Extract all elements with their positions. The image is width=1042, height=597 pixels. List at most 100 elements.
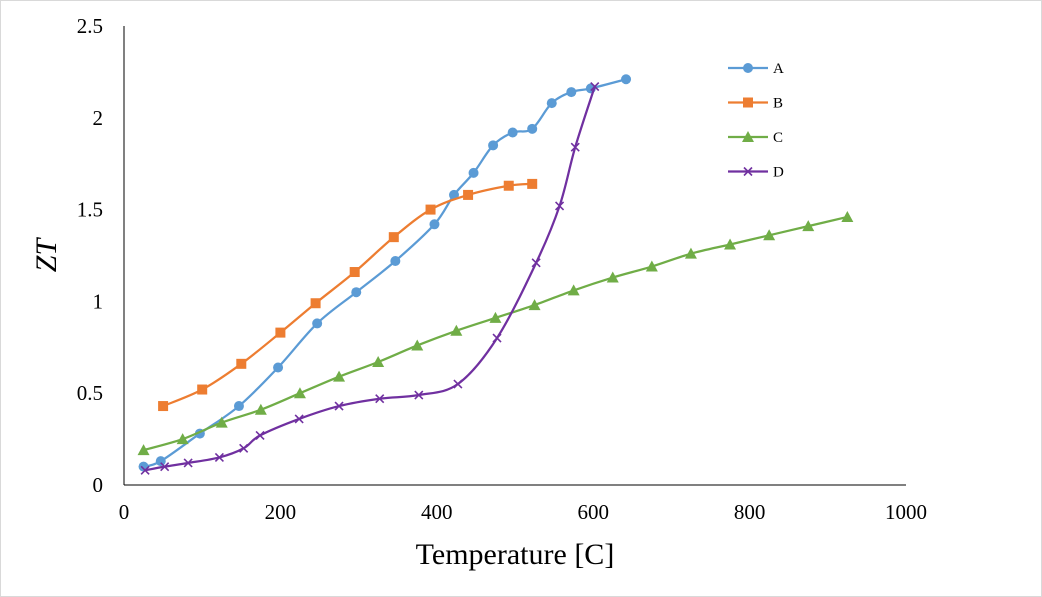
series-c-point — [645, 260, 658, 272]
series-c-point — [333, 370, 346, 382]
x-marker-stroke — [570, 142, 580, 152]
y-tick-label: 0.5 — [77, 381, 103, 405]
series-d-point — [570, 142, 580, 152]
series-b-point — [197, 384, 208, 395]
series-c-point — [763, 229, 776, 241]
series-d-point — [294, 414, 304, 424]
series-c-point — [724, 238, 737, 250]
x-marker-stroke — [590, 82, 600, 92]
series-group — [137, 74, 854, 475]
series-b-point — [463, 189, 474, 200]
x-tick-label: 1000 — [885, 500, 927, 524]
series-a-point — [488, 140, 499, 151]
legend-item-b: B — [728, 96, 783, 112]
series-c-point — [372, 355, 385, 367]
series-c-point — [293, 387, 306, 399]
series-d-point — [160, 462, 170, 472]
y-tick-label: 1 — [93, 289, 104, 313]
x-marker-stroke — [239, 443, 249, 453]
series-c-point — [567, 284, 580, 296]
series-d-point — [255, 430, 265, 440]
x-marker-stroke — [375, 394, 385, 404]
series-a-point — [546, 98, 557, 109]
x-marker-stroke — [255, 430, 265, 440]
series-a-point — [273, 362, 284, 373]
series-c-point — [176, 433, 189, 445]
series-c-point — [528, 299, 541, 311]
x-tick-label: 800 — [734, 500, 766, 524]
legend: A B C D — [728, 61, 784, 181]
legend-marker-c — [742, 131, 754, 142]
axes — [123, 26, 906, 486]
y-tick-label: 1.5 — [77, 198, 103, 222]
x-marker-stroke — [743, 166, 753, 177]
y-tick-label: 0 — [93, 473, 104, 497]
series-d — [140, 82, 600, 475]
series-d-point — [183, 458, 193, 468]
x-tick-label: 200 — [265, 500, 297, 524]
series-b — [158, 178, 538, 412]
series-d-point — [531, 258, 541, 268]
series-d-point — [239, 443, 249, 453]
series-c-point — [215, 416, 228, 428]
x-marker-stroke — [294, 414, 304, 424]
series-b-point — [349, 267, 360, 278]
series-d-point — [555, 201, 565, 211]
series-b-point — [527, 178, 538, 189]
tick-labels: 0 200 400 600 800 1000 0 0.5 1 1.5 2 2.5 — [77, 14, 927, 524]
x-marker-stroke — [531, 258, 541, 268]
series-b-point — [236, 358, 247, 369]
x-marker-stroke — [453, 379, 463, 389]
series-d-line — [143, 85, 596, 472]
legend-label-c: C — [773, 130, 783, 146]
series-a-line — [142, 78, 628, 468]
x-marker-stroke — [492, 333, 502, 343]
legend-label-a: A — [773, 61, 784, 77]
series-a-point — [621, 74, 632, 85]
legend-item-a: A — [728, 61, 784, 77]
series-d-point — [375, 394, 385, 404]
series-a-point — [566, 87, 577, 98]
series-c-point — [606, 271, 619, 283]
series-d-point — [214, 452, 224, 463]
x-tick-label: 600 — [577, 500, 609, 524]
series-a-point — [449, 189, 460, 200]
series-c-point — [489, 311, 502, 323]
x-marker-stroke — [160, 462, 170, 472]
series-a-point — [233, 401, 244, 412]
legend-marker-b — [743, 97, 753, 108]
series-c-point — [684, 247, 697, 259]
x-marker-stroke — [555, 201, 565, 211]
y-axis-title: ZT — [30, 237, 63, 273]
x-marker-stroke — [183, 458, 193, 468]
series-a-point — [155, 456, 166, 467]
legend-marker-d — [743, 166, 753, 177]
legend-marker-a — [743, 63, 753, 73]
series-c-line — [142, 215, 849, 452]
series-a — [138, 74, 632, 472]
series-a-point — [351, 287, 362, 298]
series-c-point — [802, 220, 815, 232]
legend-item-c: C — [728, 130, 783, 146]
series-b-point — [425, 204, 436, 215]
series-c — [137, 210, 854, 456]
series-b-point — [503, 180, 514, 191]
x-axis-title: Temperature [C] — [416, 538, 615, 571]
series-a-point — [527, 123, 538, 134]
series-d-point — [140, 465, 150, 475]
series-a-point — [507, 127, 518, 138]
series-b-point — [158, 401, 169, 412]
x-marker-stroke — [140, 465, 150, 475]
series-a-point — [312, 318, 323, 329]
series-d-point — [590, 82, 600, 92]
x-tick-label: 0 — [119, 500, 130, 524]
series-a-point — [468, 167, 479, 178]
x-marker-stroke — [214, 452, 224, 463]
legend-label-b: B — [773, 96, 783, 112]
series-c-point — [254, 403, 267, 415]
series-d-point — [414, 390, 424, 400]
y-tick-label: 2 — [93, 106, 104, 130]
series-b-point — [310, 298, 321, 309]
